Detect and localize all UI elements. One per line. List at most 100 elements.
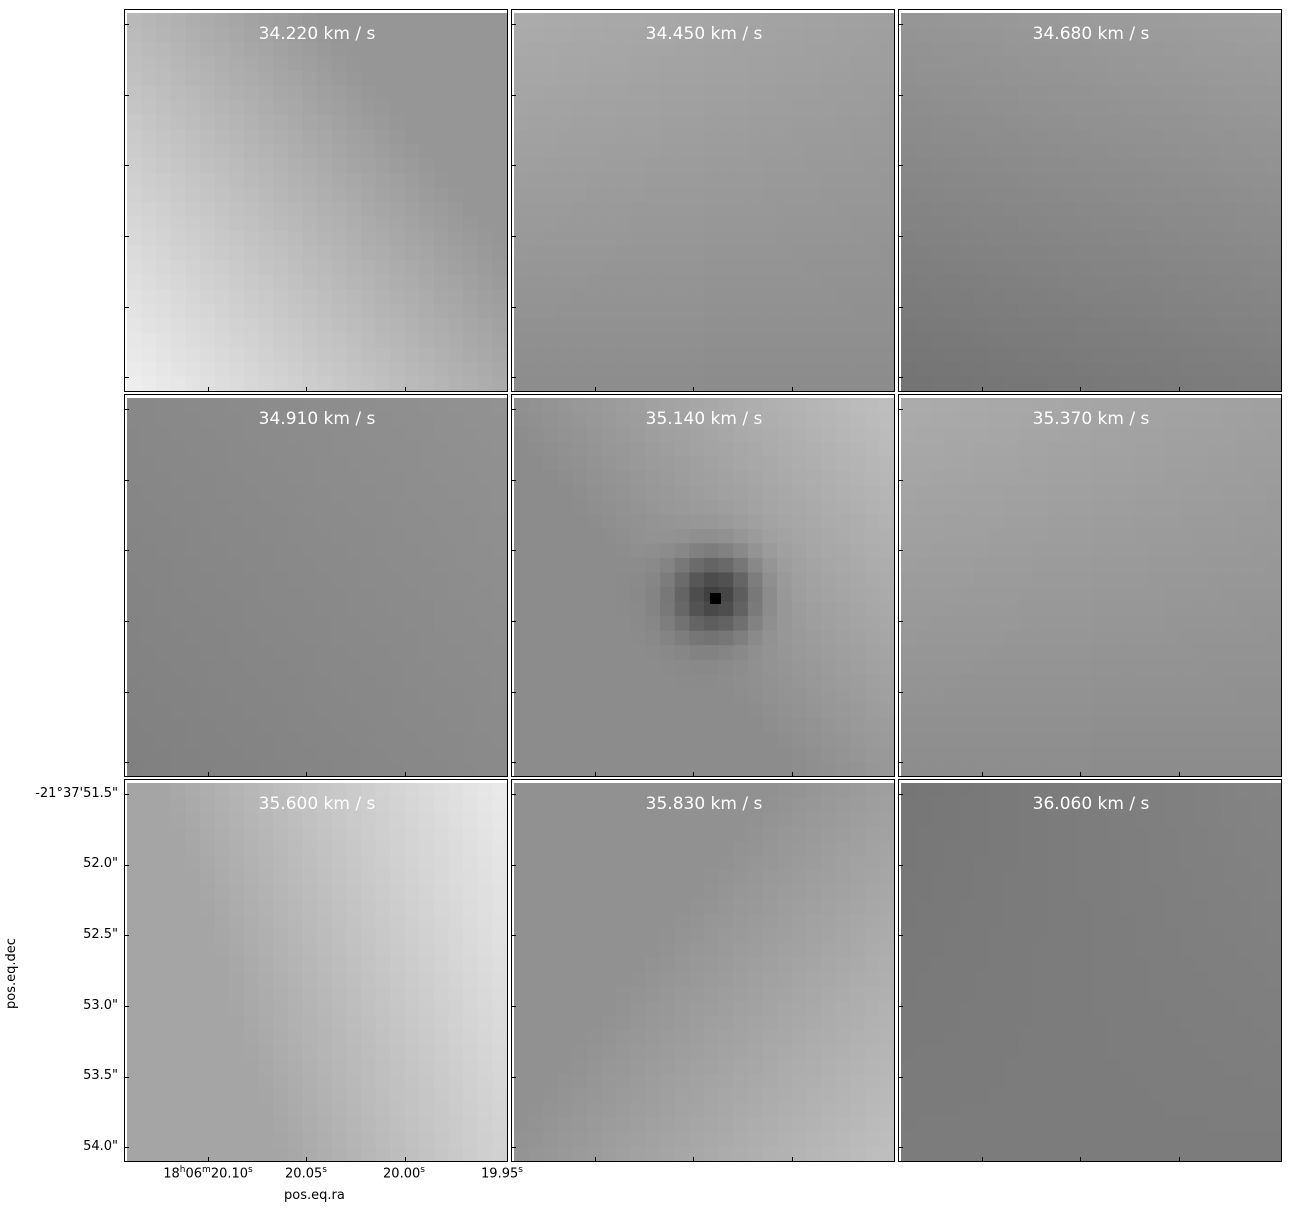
y-tick [899, 480, 903, 481]
x-tick [792, 772, 793, 776]
y-tick [125, 480, 129, 481]
y-tick [512, 1006, 516, 1007]
x-tick [982, 387, 983, 391]
channel-panel: 35.140 km / s [511, 394, 895, 777]
y-tick [512, 307, 516, 308]
y-tick [125, 692, 129, 693]
y-tick [512, 550, 516, 551]
x-tick-label: 18h06m20.10s [163, 1165, 253, 1182]
y-tick [512, 621, 516, 622]
x-tick [405, 387, 406, 391]
channel-image [127, 398, 507, 776]
x-tick [792, 1157, 793, 1161]
channel-panel: 34.450 km / s [511, 9, 895, 392]
x-axis-label: pos.eq.ra [284, 1188, 345, 1203]
y-tick [899, 865, 903, 866]
x-tick [1179, 387, 1180, 391]
y-tick [512, 377, 516, 378]
y-tick [125, 762, 129, 763]
x-tick [1080, 387, 1081, 391]
velocity-label: 34.220 km / s [258, 24, 376, 44]
y-tick [899, 307, 903, 308]
y-tick [125, 1006, 129, 1007]
y-tick [512, 935, 516, 936]
y-tick [512, 236, 516, 237]
channel-panel: 34.680 km / s [898, 9, 1282, 392]
y-tick-label: -21°37'51.5" [35, 786, 118, 801]
velocity-label: 35.370 km / s [1032, 409, 1150, 429]
x-tick [1179, 772, 1180, 776]
y-tick [899, 794, 903, 795]
x-tick [982, 1157, 983, 1161]
velocity-label: 35.600 km / s [258, 794, 376, 814]
y-tick [512, 692, 516, 693]
y-tick [512, 165, 516, 166]
y-tick [512, 95, 516, 96]
velocity-label: 34.680 km / s [1032, 24, 1150, 44]
y-tick [899, 409, 903, 410]
x-tick [595, 772, 596, 776]
y-tick [512, 762, 516, 763]
y-tick [899, 95, 903, 96]
y-tick [125, 794, 129, 795]
channel-panel: 34.910 km / s [124, 394, 508, 777]
y-tick [125, 377, 129, 378]
peak-pixel [710, 593, 721, 604]
channel-image [514, 398, 894, 776]
y-tick [125, 165, 129, 166]
y-tick [899, 692, 903, 693]
y-tick-label: 53.0" [83, 998, 118, 1013]
x-tick [982, 772, 983, 776]
y-tick [125, 236, 129, 237]
channel-image [901, 783, 1281, 1161]
x-tick [792, 387, 793, 391]
y-tick [125, 935, 129, 936]
y-tick [125, 865, 129, 866]
x-tick [1179, 1157, 1180, 1161]
x-tick [693, 387, 694, 391]
velocity-label: 36.060 km / s [1032, 794, 1150, 814]
x-tick [306, 387, 307, 391]
y-tick [512, 865, 516, 866]
y-tick-label: 52.5" [83, 927, 118, 942]
channel-image [127, 783, 507, 1161]
velocity-label: 35.830 km / s [645, 794, 763, 814]
y-tick-label: 54.0" [83, 1139, 118, 1154]
y-tick [899, 377, 903, 378]
y-tick [899, 621, 903, 622]
y-tick [512, 1147, 516, 1148]
y-tick [899, 24, 903, 25]
y-tick [512, 1077, 516, 1078]
y-tick [125, 307, 129, 308]
y-tick [899, 165, 903, 166]
y-tick-label: 53.5" [83, 1068, 118, 1083]
x-tick [208, 387, 209, 391]
y-tick [512, 409, 516, 410]
x-tick-label: 19.95s [481, 1165, 523, 1182]
y-tick [512, 480, 516, 481]
x-tick [306, 772, 307, 776]
x-tick [208, 1157, 209, 1161]
y-tick [125, 621, 129, 622]
y-tick [899, 1077, 903, 1078]
y-tick [512, 794, 516, 795]
x-tick [306, 1157, 307, 1161]
y-axis-label: pos.eq.dec [3, 938, 19, 1009]
velocity-label: 35.140 km / s [645, 409, 763, 429]
y-tick [899, 762, 903, 763]
x-tick [595, 387, 596, 391]
channel-panel: 36.060 km / s [898, 779, 1282, 1162]
y-tick [125, 550, 129, 551]
channel-image [514, 13, 894, 391]
channel-image [514, 783, 894, 1161]
channel-image [901, 13, 1281, 391]
y-tick [899, 1006, 903, 1007]
x-tick [1080, 772, 1081, 776]
x-tick-label: 20.05s [285, 1165, 327, 1182]
channel-image [127, 13, 507, 391]
x-tick [693, 1157, 694, 1161]
y-tick [899, 550, 903, 551]
y-tick [512, 24, 516, 25]
y-tick [125, 24, 129, 25]
x-tick [405, 772, 406, 776]
